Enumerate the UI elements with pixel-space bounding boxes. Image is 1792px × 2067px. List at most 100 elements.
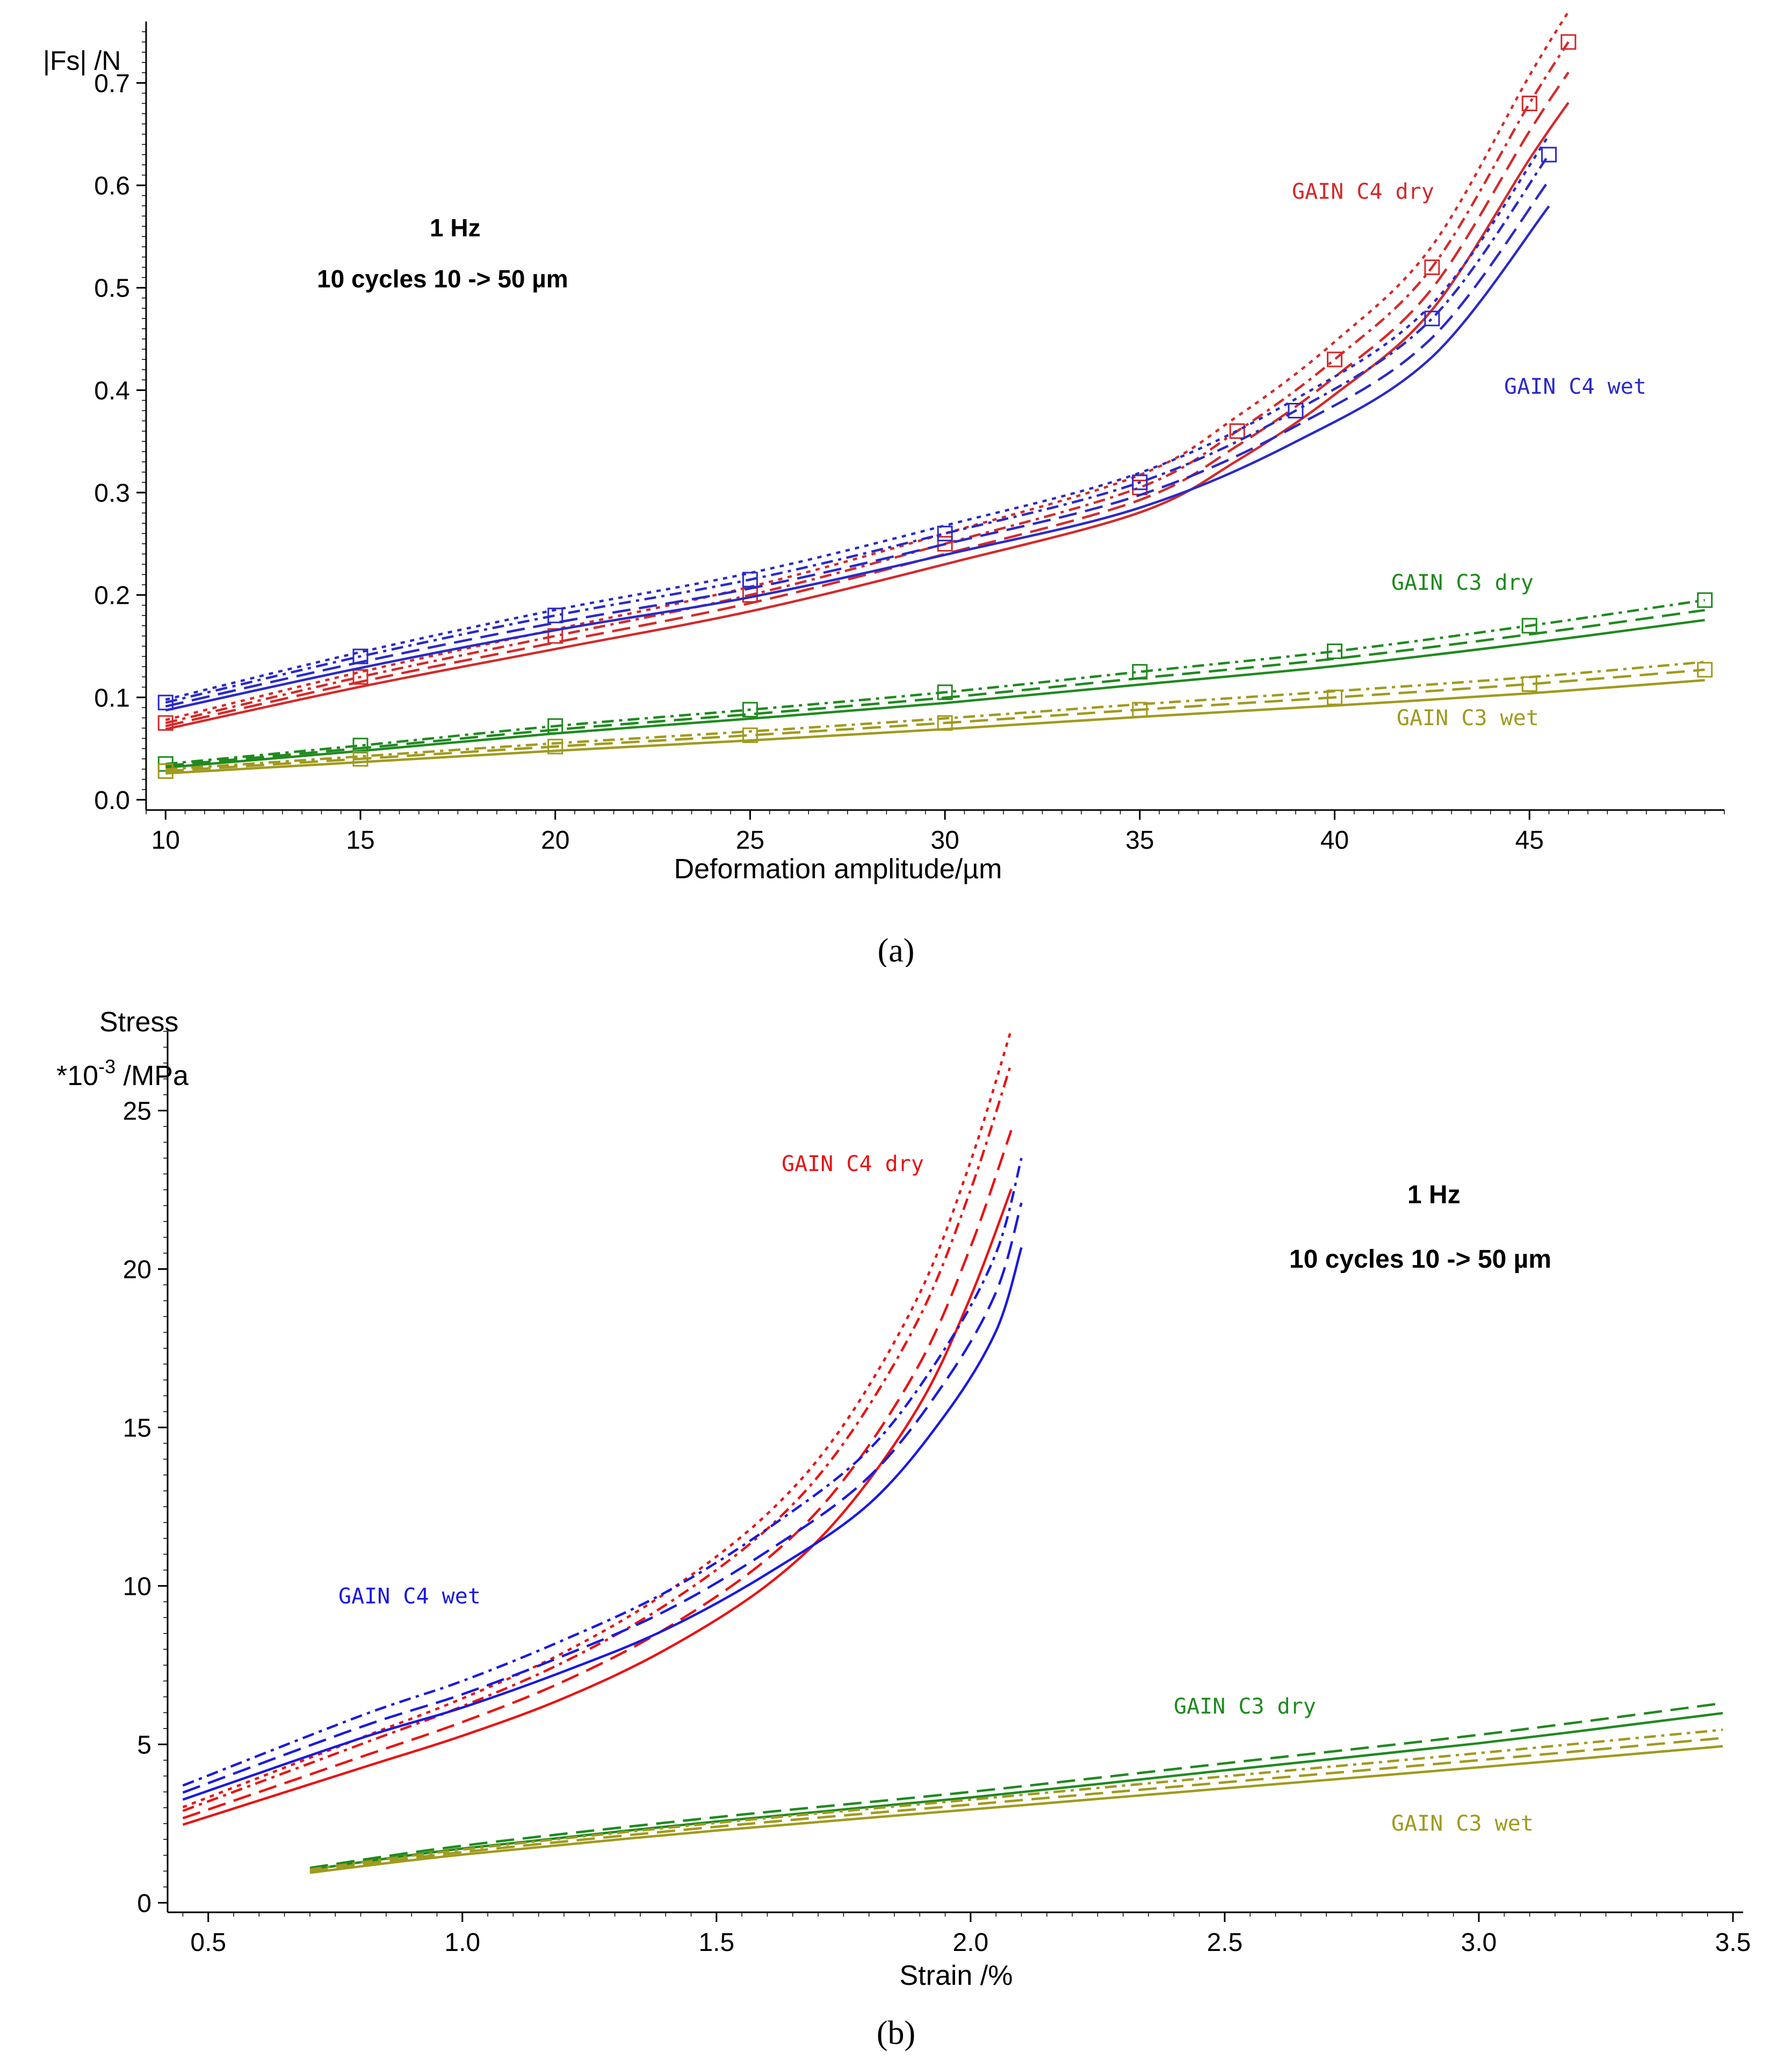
- b-x-tick-label: 2.5: [1207, 1928, 1243, 1957]
- b-x-tick-label: 0.5: [190, 1928, 226, 1957]
- b-y-tick-label: 5: [137, 1731, 151, 1759]
- a-series-line: [165, 678, 1705, 775]
- b-y-tick-label: 15: [123, 1414, 151, 1442]
- a-x-tick-label: 20: [541, 826, 569, 855]
- a-data-point: [1327, 643, 1343, 659]
- a-data-point: [937, 715, 953, 731]
- a-data-point: [1132, 702, 1148, 718]
- chart-b-series-labels: GAIN C4 dry GAIN C4 wet GAIN C3 dry GAIN C3…: [338, 1152, 1534, 1836]
- b-series-line: [182, 1029, 1013, 1809]
- a-series-gain-c4-wet: [157, 134, 1557, 712]
- a-x-tick-label: 40: [1320, 826, 1349, 855]
- a-data-point: [1132, 474, 1148, 490]
- a-data-point: [157, 763, 174, 779]
- chart-b-annotation-freq: 1 Hz: [1407, 1181, 1461, 1209]
- a-x-tick-label: 25: [736, 826, 764, 855]
- a-series-gain-c3-wet: [157, 661, 1713, 779]
- a-y-tick-label: 0.5: [94, 274, 130, 303]
- a-data-point: [1521, 676, 1537, 692]
- chart-b: Stress *10-3 /MPa 0 5 10 15 20 25 0.5 1.0 1.5 2.0…: [56, 1007, 1751, 2051]
- chart-a-annotation-cycles: 10 cycles 10 -> 50 µm: [317, 265, 568, 293]
- chart-a-ylabel: |Fs| /N: [43, 46, 121, 76]
- a-data-point: [352, 751, 368, 767]
- a-data-point: [157, 695, 174, 711]
- a-data-point: [1288, 402, 1304, 418]
- b-series-line: [309, 1728, 1723, 1871]
- a-series-label: GAIN C4 wet: [1504, 374, 1646, 399]
- a-series-line: [165, 619, 1705, 769]
- a-data-point: [1424, 310, 1440, 327]
- a-data-point: [1541, 147, 1557, 163]
- a-data-point: [937, 684, 953, 700]
- b-series-line: [182, 1247, 1023, 1801]
- a-data-point: [1560, 34, 1577, 50]
- b-y-tick-label: 25: [123, 1097, 151, 1125]
- a-data-point: [1521, 618, 1537, 634]
- a-x-tick-label: 10: [151, 826, 180, 855]
- chart-b-axes: 0 5 10 15 20 25 0.5 1.0 1.5 2.0 2.5 3.0 3.5: [123, 1031, 1751, 1957]
- a-series-line: [165, 41, 1570, 725]
- b-x-tick-label: 3.5: [1715, 1928, 1751, 1957]
- a-series-label: GAIN C3 wet: [1397, 706, 1539, 731]
- a-data-point: [742, 702, 758, 718]
- a-series-line: [165, 102, 1570, 731]
- a-data-point: [1229, 423, 1245, 439]
- a-data-point: [937, 525, 953, 541]
- b-y-tick-label: 0: [137, 1889, 151, 1918]
- b-x-tick-label: 2.0: [953, 1928, 989, 1957]
- b-series-line: [309, 1711, 1723, 1871]
- a-series-line: [165, 205, 1550, 712]
- a-series-line: [165, 179, 1550, 708]
- chart-a: |Fs| /N 0.0 0.1 0.2 0.3 0.4 0.5 0.6 0.7 10 15 20 25…: [43, 11, 1725, 967]
- a-series-line: [165, 661, 1705, 771]
- b-series-line: [309, 1737, 1723, 1873]
- a-x-tick-label: 45: [1515, 826, 1544, 855]
- chart-a-axes: 0.0 0.1 0.2 0.3 0.4 0.5 0.6 0.7 10 15 20 25 30 35 40 45: [94, 21, 1725, 855]
- b-series-label: GAIN C4 wet: [338, 1584, 481, 1609]
- a-data-point: [1327, 351, 1343, 367]
- a-x-tick-label: 15: [346, 826, 374, 855]
- a-series-line: [165, 11, 1570, 721]
- a-series-line: [165, 71, 1570, 727]
- b-series-gain-c3-dry: [309, 1702, 1723, 1871]
- a-series-line: [165, 668, 1705, 772]
- a-data-point: [742, 727, 758, 743]
- a-series-line: [165, 598, 1706, 765]
- chart-b-series: [182, 1029, 1723, 1874]
- chart-b-xlabel: Strain /%: [900, 1960, 1013, 1991]
- a-y-tick-label: 0.2: [94, 582, 130, 610]
- a-series-gain-c3-dry: [157, 592, 1713, 772]
- a-data-point: [352, 669, 368, 685]
- b-x-tick-label: 3.0: [1461, 1928, 1497, 1957]
- chart-a-xlabel: Deformation amplitude/µm: [674, 854, 1002, 885]
- a-data-point: [547, 608, 563, 624]
- a-data-point: [1697, 592, 1713, 608]
- a-y-tick-label: 0.1: [94, 684, 130, 712]
- chart-b-ylabel-line1: Stress: [99, 1007, 178, 1038]
- b-series-line: [182, 1158, 1023, 1787]
- a-data-point: [937, 536, 953, 552]
- b-y-tick-label: 10: [123, 1572, 151, 1601]
- b-series-gain-c4-wet: [182, 1158, 1023, 1801]
- a-y-tick-label: 0.6: [94, 172, 130, 200]
- b-series-line: [182, 1063, 1013, 1812]
- a-y-tick-label: 0.3: [94, 479, 130, 508]
- b-series-line: [182, 1202, 1023, 1794]
- a-data-point: [547, 718, 563, 734]
- a-data-point: [547, 739, 563, 755]
- b-x-tick-label: 1.0: [444, 1928, 480, 1957]
- a-series-label: GAIN C4 dry: [1292, 179, 1434, 204]
- chart-b-annotation-cycles: 10 cycles 10 -> 50 µm: [1289, 1245, 1551, 1274]
- b-series-label: GAIN C3 dry: [1174, 1694, 1316, 1719]
- a-data-point: [1132, 664, 1148, 680]
- a-x-tick-label: 30: [930, 826, 959, 855]
- a-data-point: [1697, 662, 1713, 678]
- a-data-point: [547, 628, 563, 644]
- a-y-tick-label: 0.4: [94, 377, 130, 405]
- a-data-point: [352, 648, 368, 664]
- chart-a-series-labels: GAIN C4 dry GAIN C4 wet GAIN C3 dry GAIN C3…: [1292, 179, 1646, 731]
- chart-a-series: [157, 11, 1713, 779]
- b-series-gain-c4-dry: [182, 1029, 1013, 1826]
- chart-b-ylabel-line2: *10-3 /MPa: [56, 1056, 189, 1092]
- chart-a-panel-label: (a): [878, 933, 915, 967]
